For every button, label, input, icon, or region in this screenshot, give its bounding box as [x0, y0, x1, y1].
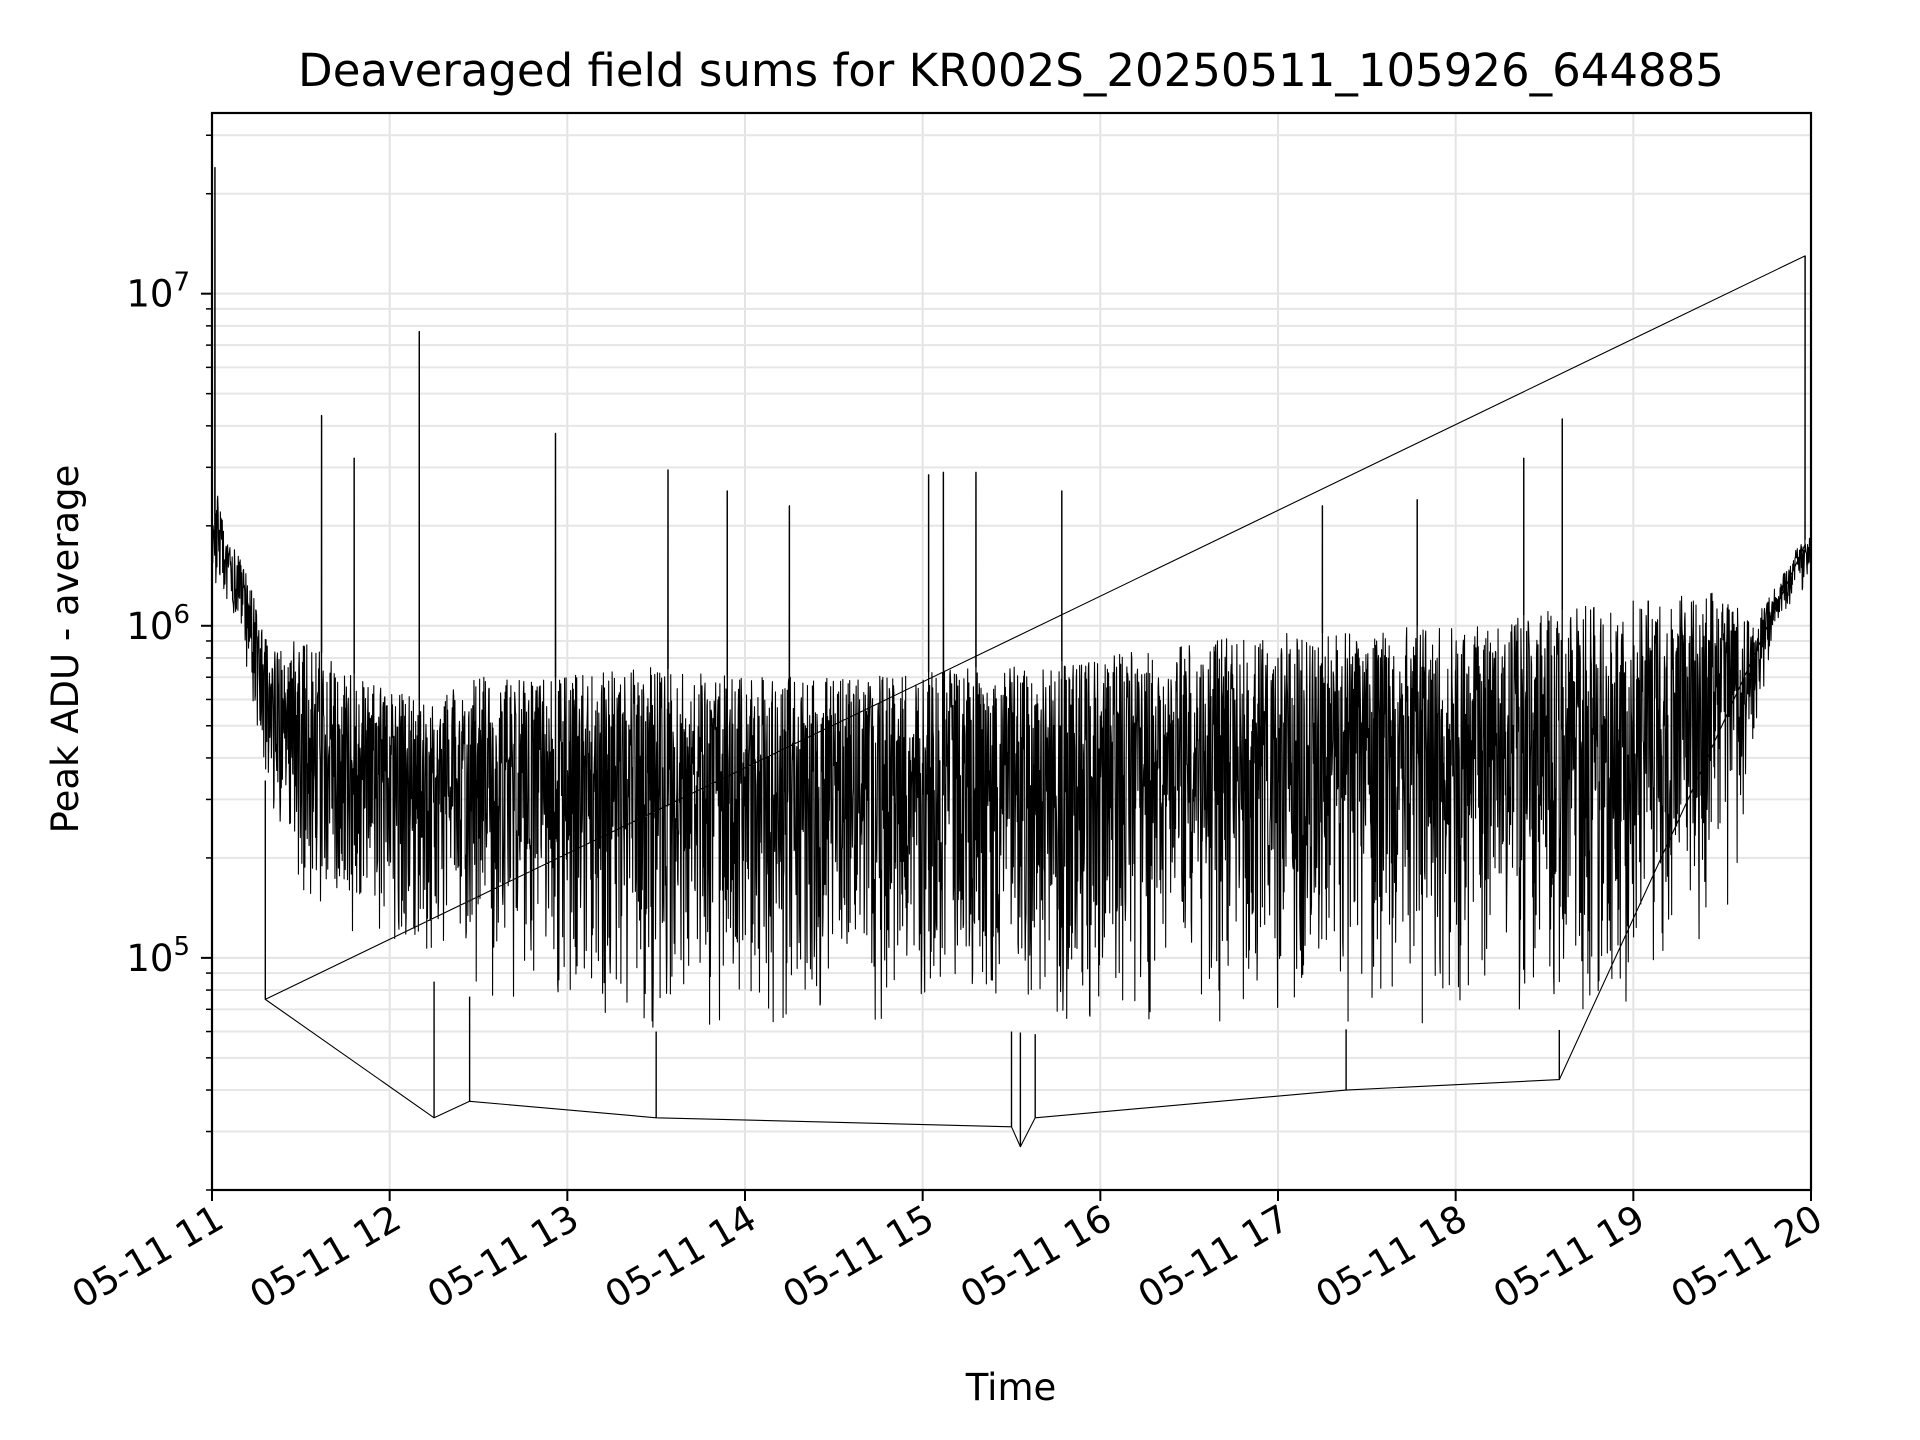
y-tick-label: 107 [126, 268, 190, 316]
y-tick-label: 105 [126, 932, 190, 980]
x-axis-label: Time [965, 1366, 1057, 1409]
series-line [212, 166, 1811, 1148]
chart-title: Deaveraged field sums for KR002S_2025051… [298, 44, 1724, 97]
plot-frame [210, 111, 1813, 1192]
series-layer [212, 166, 1811, 1148]
y-axis-label: Peak ADU - average [44, 465, 87, 834]
y-tick-label: 106 [126, 600, 190, 648]
